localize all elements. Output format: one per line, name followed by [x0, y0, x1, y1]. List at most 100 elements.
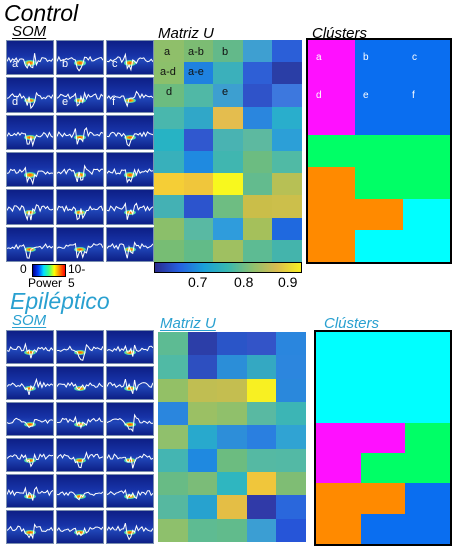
power-label: Power [28, 276, 63, 290]
umatrix-cell [246, 472, 277, 496]
som-node [106, 474, 154, 508]
power-max-label: 10-5 [68, 262, 86, 290]
power-min-label: 0 [20, 262, 27, 276]
umatrix-cell [217, 448, 247, 472]
som-node [106, 366, 154, 400]
umatrix-cell [158, 425, 188, 449]
cluster-cell [316, 362, 361, 393]
umatrix-cell [272, 173, 302, 196]
cluster-cell [355, 230, 403, 262]
umatrix-label-d: d [166, 86, 173, 98]
umatrix-cell [187, 518, 218, 542]
som-node: c [106, 40, 154, 76]
cluster-cell [405, 453, 450, 484]
cluster-cell [355, 198, 403, 231]
cluster-cell [360, 453, 406, 484]
umatrix-cell [276, 518, 306, 542]
cluster-cell [402, 40, 450, 72]
som-node [106, 114, 154, 150]
umatrix-cell [154, 128, 184, 151]
umatrix-cell [154, 239, 184, 262]
cluster-cell [360, 392, 406, 423]
cluster-label-f: f [412, 90, 415, 101]
umatrix-cell [272, 84, 302, 107]
epileptic-som-grid [6, 330, 154, 544]
umatrix-cell [272, 239, 302, 262]
umatrix-cell [246, 495, 277, 519]
control-som-title: SOM [12, 23, 47, 40]
umatrix-cell [183, 151, 214, 174]
som-node [56, 226, 104, 262]
som-node [6, 438, 54, 472]
umatrix-cell [272, 195, 302, 218]
umatrix-cell [276, 472, 306, 496]
cluster-cell [308, 135, 356, 167]
power-legend: 0 10-5 Power [18, 262, 88, 292]
cluster-cell [308, 166, 356, 199]
cluster-label-d: d [316, 90, 322, 101]
cluster-label-e: e [363, 90, 369, 101]
cluster-cell [360, 513, 406, 544]
umatrix-cell [213, 106, 243, 129]
umatrix-cell [242, 40, 273, 63]
umatrix-cell [158, 378, 188, 402]
umatrix-label-a: a [164, 46, 171, 58]
cluster-cell [360, 332, 406, 363]
umatrix-cell [246, 355, 277, 379]
umatrix-cell [272, 40, 302, 63]
som-node [56, 366, 104, 400]
umatrix-cell [213, 62, 243, 85]
umatrix-label-a-b: a-b [188, 46, 204, 58]
umatrix-cell [158, 518, 188, 542]
umatrix-cell [213, 195, 243, 218]
som-label: b [62, 58, 69, 71]
epileptic-clusters-title: Clústers [324, 315, 380, 332]
umatrix-cell [242, 173, 273, 196]
umatrix-cell [183, 62, 214, 85]
umatrix-cell [183, 40, 214, 63]
umatrix-label-e: e [222, 86, 229, 98]
epileptic-umatrix-title: Matriz U [160, 315, 216, 332]
umatrix-cell [276, 355, 306, 379]
umatrix-cell [242, 62, 273, 85]
som-node [6, 474, 54, 508]
umatrix-cell [154, 40, 184, 63]
umatrix-cell [187, 472, 218, 496]
cluster-cell [355, 40, 403, 72]
umatrix-cell [217, 355, 247, 379]
control-title: Control [4, 0, 79, 26]
cluster-cell [355, 103, 403, 136]
power-colorbar [32, 264, 66, 277]
umatrix-cell [158, 448, 188, 472]
cluster-cell [402, 230, 450, 262]
umatrix-cell [246, 448, 277, 472]
umatrix-cell [242, 217, 273, 240]
umatrix-cell [187, 425, 218, 449]
som-node [106, 402, 154, 436]
som-node [106, 189, 154, 225]
umatrix-cell [276, 402, 306, 426]
umatrix-cell [213, 239, 243, 262]
som-node: f [106, 77, 154, 113]
som-node [6, 151, 54, 188]
som-label: a [12, 58, 19, 71]
umatrix-cell [154, 62, 184, 85]
umatrix-cell [217, 332, 247, 356]
umatrix-cell [183, 106, 214, 129]
umatrix-cell [217, 425, 247, 449]
umatrix-cell [276, 448, 306, 472]
umatrix-cell [154, 173, 184, 196]
cluster-cell [405, 483, 450, 514]
umatrix-colorbar [154, 262, 302, 273]
cluster-cell [308, 230, 356, 262]
umatrix-cell [213, 40, 243, 63]
cluster-label-c: c [412, 52, 417, 63]
som-node [6, 330, 54, 364]
umatrix-cell [213, 84, 243, 107]
umatrix-cell [183, 84, 214, 107]
umatrix-cell [187, 378, 218, 402]
som-node [56, 474, 104, 508]
umatrix-cell [187, 402, 218, 426]
som-label: e [62, 95, 69, 108]
umatrix-cell [246, 425, 277, 449]
